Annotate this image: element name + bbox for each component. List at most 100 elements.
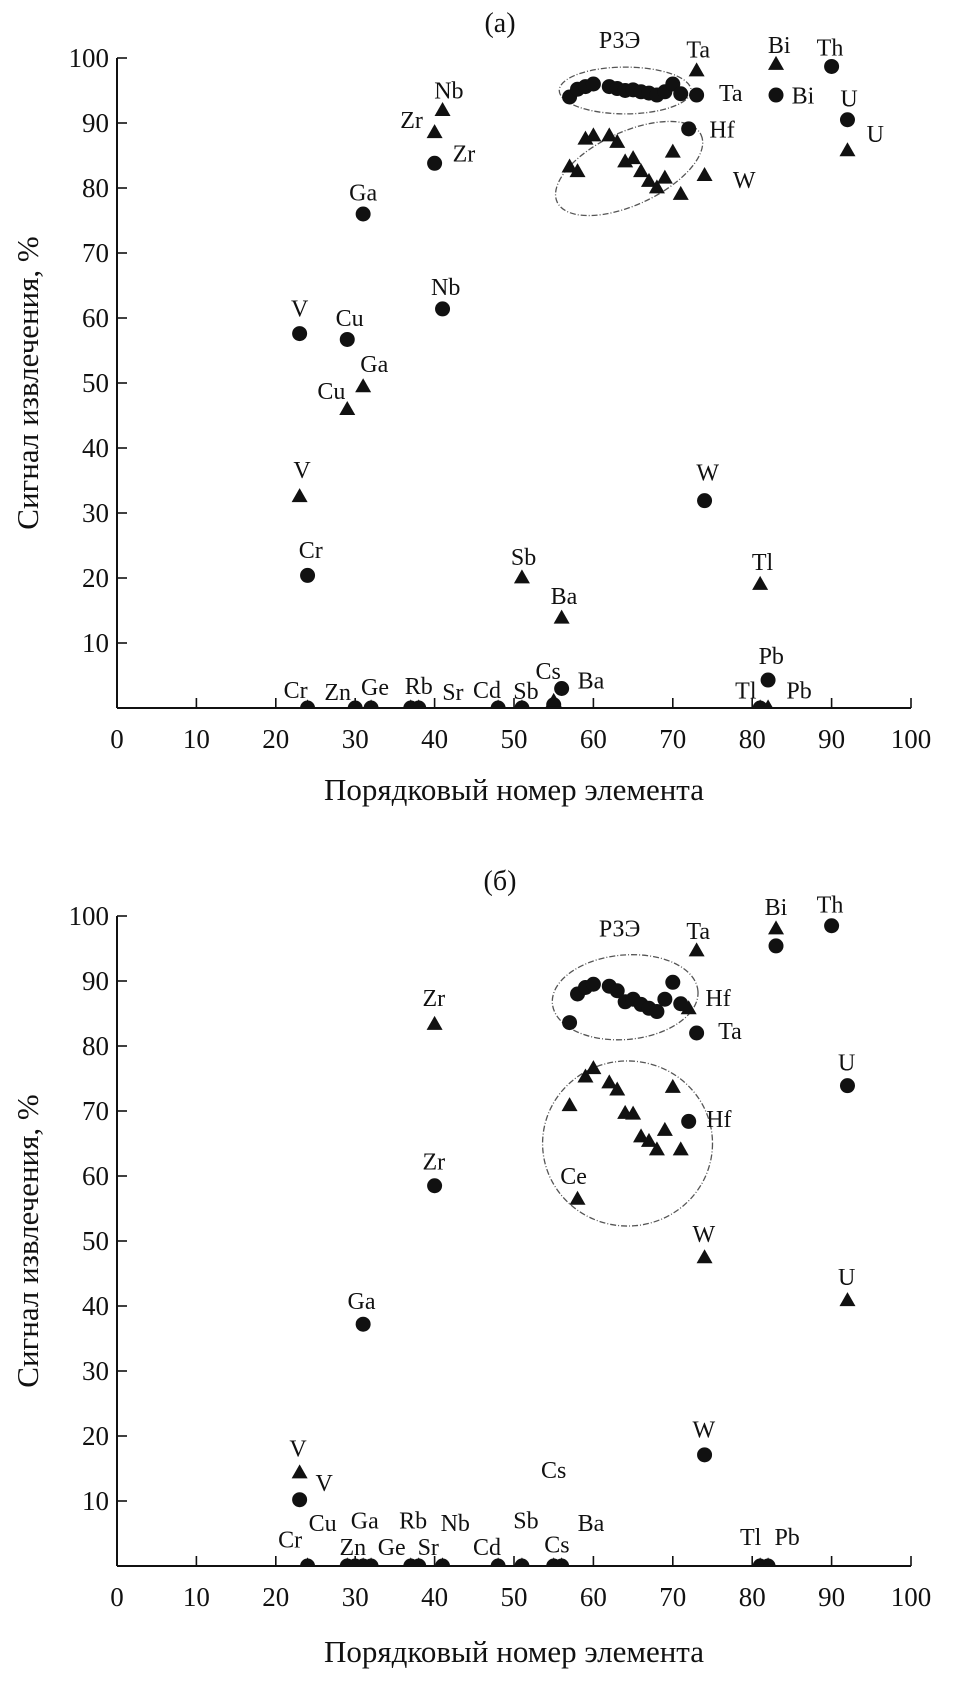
element-label: Ba [578, 1511, 605, 1537]
data-point-triangle [839, 142, 856, 157]
element-label: Bi [765, 895, 788, 921]
data-point-triangle [366, 699, 377, 708]
data-point-triangle [625, 150, 642, 165]
data-point-triangle [664, 143, 681, 158]
element-label: V [289, 1436, 307, 1462]
element-label: Pb [786, 678, 811, 704]
data-point-circle [292, 326, 308, 342]
element-label: Ta [718, 1019, 742, 1045]
x-tick-label: 50 [501, 1582, 528, 1612]
data-point-triangle [350, 699, 361, 708]
data-point-triangle [561, 1097, 578, 1112]
element-label: Cs [541, 1458, 566, 1484]
x-tick-label: 20 [262, 724, 289, 754]
data-point-triangle [291, 1464, 308, 1479]
element-label: U [838, 1265, 855, 1291]
data-point-triangle [640, 1132, 657, 1147]
data-point-triangle [548, 1557, 559, 1566]
data-point-triangle [633, 1128, 650, 1143]
data-point-triangle [839, 1292, 856, 1307]
data-point-triangle [545, 692, 562, 707]
data-point-triangle [696, 166, 713, 181]
y-tick-label: 60 [82, 1161, 109, 1191]
data-point-triangle [405, 1557, 416, 1566]
data-point-triangle [513, 569, 530, 584]
x-tick-label: 10 [183, 1582, 210, 1612]
markers [291, 918, 856, 1566]
x-tick-label: 40 [421, 1582, 448, 1612]
data-point-triangle [413, 699, 424, 708]
data-point-triangle [350, 1557, 361, 1566]
element-label: Th [817, 892, 844, 918]
element-label: Rb [399, 1509, 427, 1535]
data-point-triangle [569, 1190, 586, 1205]
data-point-triangle [339, 400, 356, 415]
y-tick-label: 50 [82, 368, 109, 398]
y-tick-label: 10 [82, 1486, 109, 1516]
data-point-circle [649, 1004, 665, 1020]
element-label: Ba [551, 584, 578, 610]
x-axis-label: Порядковый номер элемента [324, 1634, 704, 1669]
element-label: W [733, 168, 756, 194]
element-label: Cu [309, 1511, 337, 1537]
data-point-circle [839, 1078, 855, 1094]
y-tick-label: 70 [82, 1096, 109, 1126]
chart-panel-a: (a) Порядковый номер элемента Сигнал изв… [10, 8, 931, 807]
y-tick-label: 40 [82, 1291, 109, 1321]
data-point-circle [292, 1492, 308, 1508]
x-tick-label: 60 [580, 724, 607, 754]
element-label: Bi [768, 33, 791, 59]
data-point-circle [673, 86, 689, 102]
x-tick-label: 60 [580, 1582, 607, 1612]
data-point-triangle [768, 55, 785, 70]
markers [291, 55, 856, 708]
element-label: Cd [473, 1535, 501, 1561]
x-tick-label: 80 [739, 1582, 766, 1612]
x-tick-label: 100 [891, 1582, 932, 1612]
element-label: Ta [686, 919, 710, 945]
element-label: Ta [686, 38, 710, 64]
element-label: Hf [709, 118, 734, 144]
element-label: Ta [719, 81, 743, 107]
element-label: Cs [544, 1533, 569, 1559]
element-label: Pb [774, 1525, 799, 1551]
element-label: Zn [339, 1535, 366, 1561]
element-label: Cr [284, 678, 308, 704]
data-point-triangle [405, 699, 416, 708]
data-point-triangle [302, 1557, 313, 1566]
chart-panel-b: (б) Порядковый номер элемента Сигнал изв… [10, 866, 931, 1669]
data-point-circle [300, 567, 316, 583]
data-point-triangle [688, 942, 705, 957]
element-label: Cu [317, 379, 345, 405]
element-label: РЗЭ [599, 916, 641, 942]
data-point-circle [435, 301, 451, 317]
x-tick-label: 20 [262, 1582, 289, 1612]
data-point-triangle [625, 1105, 642, 1120]
data-point-triangle [763, 1557, 774, 1566]
data-point-triangle [640, 172, 657, 187]
data-point-triangle [556, 1557, 567, 1566]
element-label: V [291, 296, 309, 322]
group-ellipse [554, 120, 704, 217]
data-point-triangle [302, 699, 313, 708]
x-tick-label: 40 [421, 724, 448, 754]
y-tick-label: 40 [82, 433, 109, 463]
data-point-triangle [688, 62, 705, 77]
data-point-circle [681, 1113, 697, 1129]
y-tick-label: 100 [69, 901, 110, 931]
y-tick-label: 80 [82, 1031, 109, 1061]
data-point-circle [839, 112, 855, 128]
element-label: U [840, 86, 857, 112]
data-point-circle [768, 938, 784, 954]
y-tick-label: 70 [82, 238, 109, 268]
data-point-triangle [493, 699, 504, 708]
data-point-circle [427, 155, 443, 171]
data-point-triangle [426, 124, 443, 139]
data-point-triangle [569, 163, 586, 178]
group-ellipse [551, 954, 699, 1041]
data-point-circle [689, 1025, 705, 1041]
data-point-triangle [358, 1557, 369, 1566]
data-point-circle [427, 1178, 443, 1194]
x-axis-label: Порядковый номер элемента [324, 772, 704, 807]
